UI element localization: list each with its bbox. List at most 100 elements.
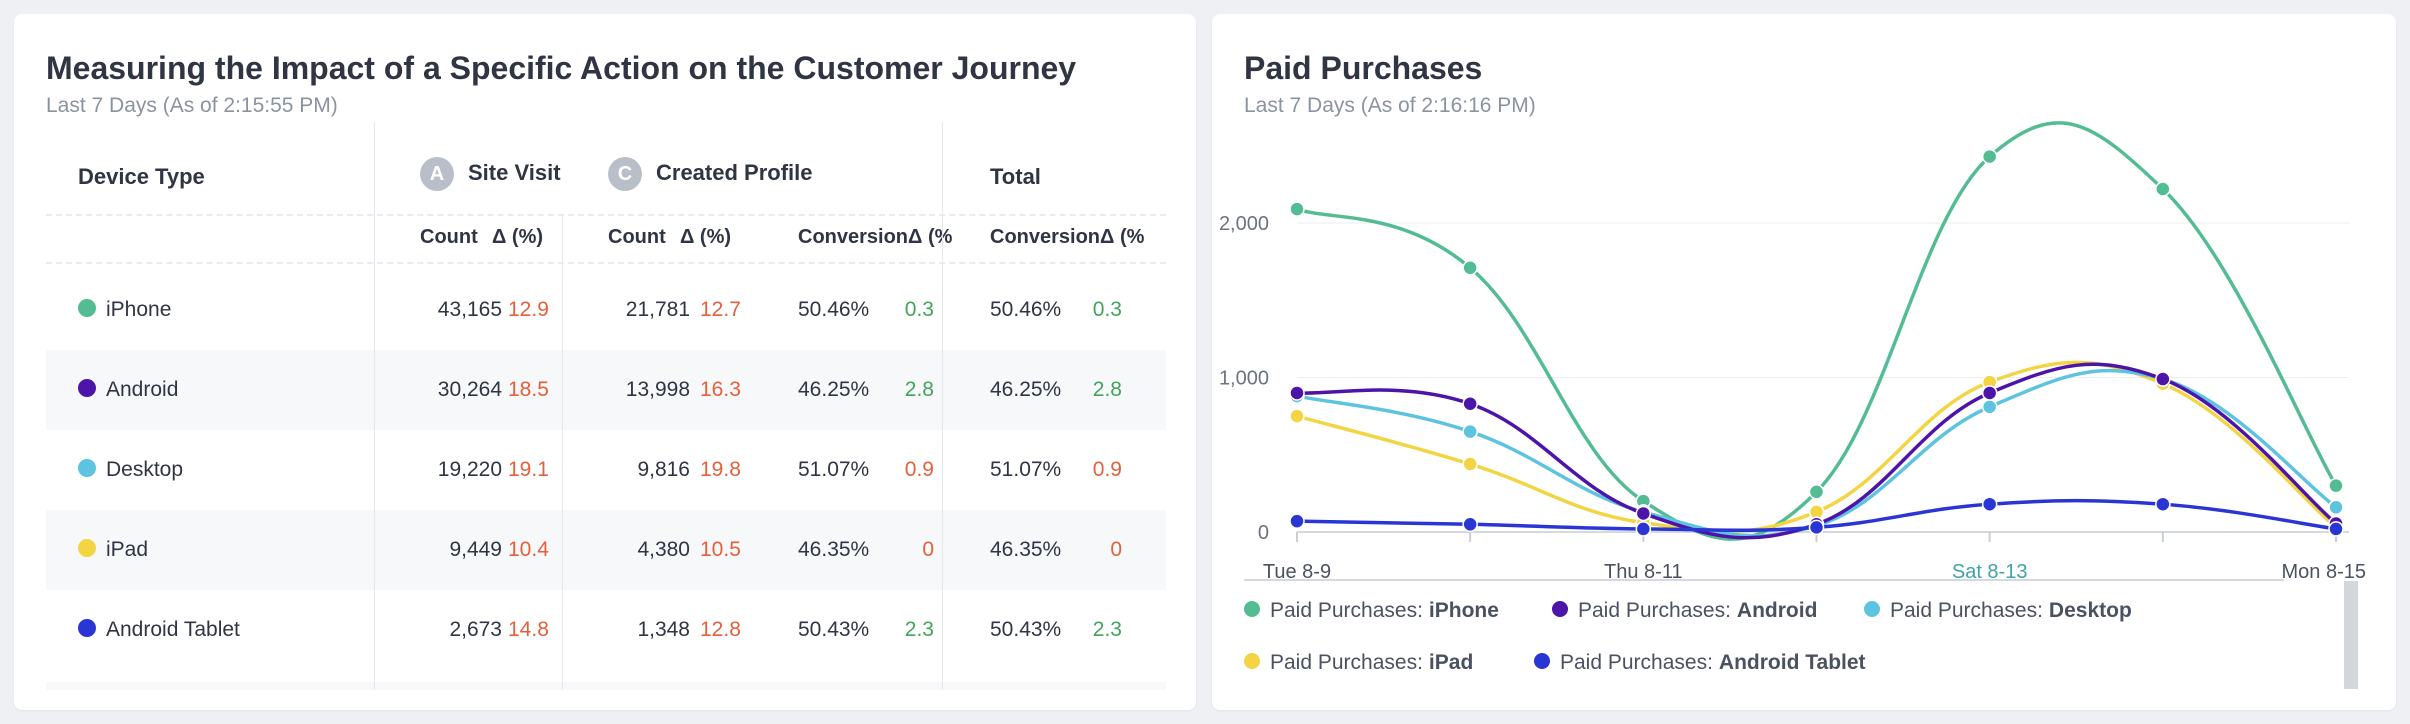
data-point-android[interactable] (1462, 396, 1478, 412)
device-cell: iPhone (78, 270, 358, 350)
paid-purchases-chart[interactable]: 0 1,000 2,000 Tue 8-9 Thu 8-11 Sat 8-13 Mon 8-… (1212, 14, 2396, 614)
legend-item[interactable]: Paid Purchases: Android Tablet (1534, 651, 1866, 675)
total-conversion-delta: 2.3 (1092, 618, 1122, 641)
subheader-cp-delta[interactable]: Δ (%) (680, 226, 732, 248)
data-point-ipad[interactable] (1289, 408, 1305, 424)
data-point-android[interactable] (1981, 385, 1998, 401)
legend-item[interactable]: Paid Purchases: iPhone (1244, 599, 1499, 623)
data-point-android-tablet[interactable] (2328, 521, 2344, 537)
device-name: iPad (106, 538, 149, 561)
table-row[interactable]: iPad 9,449 10.4 4,380 10.5 46.35% 0 46.35% 0 (46, 510, 1166, 590)
series-line-iphone[interactable] (1296, 121, 2338, 541)
total-conversion-delta: 0.9 (1092, 458, 1122, 481)
total-conversion-delta: 0 (1110, 538, 1122, 561)
x-tick-label: Sat 8-13 (1952, 561, 2028, 583)
legend-prefix: Paid Purchases: (1270, 599, 1423, 622)
legend-swatch (1534, 653, 1550, 670)
data-point-android[interactable] (1289, 385, 1305, 401)
device-color-dot (78, 539, 96, 558)
x-tick-label: Thu 8-11 (1604, 561, 1683, 583)
device-cell: iPad (78, 510, 358, 590)
legend-scrollbar[interactable] (2344, 581, 2358, 689)
data-point-android-tablet[interactable] (1635, 521, 1652, 537)
data-point-desktop[interactable] (1462, 423, 1478, 440)
data-point-ipad[interactable] (1462, 456, 1478, 472)
legend-item[interactable]: Paid Purchases: iPad (1244, 651, 1473, 675)
subheader-cp-conversion[interactable]: ConversionΔ (% (798, 226, 953, 248)
chart-card-title: Paid Purchases (1244, 50, 1483, 86)
site-visit-delta: 14.8 (508, 618, 549, 641)
table-row[interactable]: Android Tablet 2,673 14.8 1,348 12.8 50.43% 2.… (46, 590, 1166, 670)
created-profile-delta: 10.5 (700, 538, 741, 561)
legend-series-name: iPad (1428, 651, 1474, 674)
created-profile-conversion: 51.07% (798, 458, 870, 481)
legend-swatch (1864, 601, 1880, 618)
subheader-sv-delta[interactable]: Δ (%) (492, 226, 544, 248)
legend-swatch (1552, 601, 1568, 618)
table-row[interactable]: iPhone 43,165 12.9 21,781 12.7 50.46% 0.3 50.46… (46, 270, 1166, 350)
site-visit-delta: 12.9 (508, 298, 549, 321)
data-point-android-tablet[interactable] (1462, 516, 1478, 533)
created-profile-conversion-delta: 2.3 (904, 618, 934, 641)
created-profile-conversion-delta: 0.3 (904, 298, 934, 321)
created-profile-count: 21,781 (625, 298, 690, 321)
site-visit-count: 9,449 (449, 538, 502, 561)
created-profile-delta: 12.7 (700, 298, 741, 321)
data-point-iphone[interactable] (1808, 484, 1825, 500)
site-visit-step-badge: A (420, 157, 454, 191)
subheader-sv-count[interactable]: Count (420, 226, 478, 248)
data-point-android-tablet[interactable] (1289, 513, 1305, 529)
subheader-total-conversion[interactable]: ConversionΔ (% (990, 226, 1145, 248)
created-profile-conversion-delta: 0.9 (904, 458, 934, 481)
created-profile-delta: 12.8 (700, 618, 741, 641)
impact-table: Device Type A Site Visit C Created Profile… (46, 122, 1166, 690)
device-name: Desktop (106, 458, 184, 481)
legend-series-name: iPhone (1428, 599, 1499, 622)
data-point-android[interactable] (1635, 505, 1652, 522)
data-point-iphone[interactable] (1462, 260, 1478, 276)
site-visit-delta: 18.5 (508, 378, 549, 401)
column-divider (562, 214, 563, 690)
legend-item[interactable]: Paid Purchases: Desktop (1864, 599, 2132, 623)
device-cell: Desktop (78, 430, 358, 510)
header-device-type[interactable]: Device Type (78, 164, 205, 189)
data-point-iphone[interactable] (2328, 477, 2344, 494)
header-created-profile[interactable]: C Created Profile (608, 157, 813, 191)
total-conversion-delta: 2.8 (1092, 378, 1122, 401)
legend-item[interactable]: Paid Purchases: Android (1552, 599, 1817, 623)
table-row[interactable]: Desktop 19,220 19.1 9,816 19.8 51.07% 0.9 51.07… (46, 430, 1166, 510)
device-color-dot (78, 459, 96, 478)
table-bottom-strip (46, 682, 1166, 690)
column-divider (942, 122, 943, 690)
table-row[interactable]: Android 30,264 18.5 13,998 16.3 46.25% 2.8 46.2… (46, 350, 1166, 430)
data-point-android[interactable] (2155, 371, 2171, 387)
data-point-android-tablet[interactable] (2155, 496, 2171, 512)
data-point-android-tablet[interactable] (1981, 496, 1998, 512)
device-color-dot (78, 619, 96, 638)
subheader-cp-count[interactable]: Count (608, 226, 666, 248)
device-cell: Android (78, 350, 358, 430)
device-cell: Android Tablet (78, 590, 358, 670)
data-point-iphone[interactable] (2155, 181, 2171, 197)
table-card: Measuring the Impact of a Specific Actio… (14, 14, 1196, 710)
created-profile-step-badge: C (608, 157, 642, 191)
data-point-android-tablet[interactable] (1808, 519, 1825, 536)
legend-prefix: Paid Purchases: (1890, 599, 2043, 622)
site-visit-delta: 19.1 (508, 458, 549, 481)
site-visit-count: 43,165 (437, 298, 502, 321)
data-point-iphone[interactable] (1981, 148, 1998, 165)
x-tick-label: Mon 8-15 (2282, 561, 2367, 583)
device-color-dot (78, 379, 96, 398)
header-total[interactable]: Total (990, 164, 1041, 189)
total-conversion-delta: 0.3 (1092, 298, 1122, 321)
total-conversion: 46.25% (990, 378, 1062, 401)
legend-prefix: Paid Purchases: (1270, 651, 1423, 674)
site-visit-count: 19,220 (437, 458, 502, 481)
total-conversion: 46.35% (990, 538, 1062, 561)
total-conversion: 51.07% (990, 458, 1062, 481)
data-point-desktop[interactable] (1981, 399, 1998, 415)
legend-prefix: Paid Purchases: (1578, 599, 1731, 622)
data-point-desktop[interactable] (2328, 499, 2344, 516)
header-site-visit[interactable]: A Site Visit (420, 157, 561, 191)
data-point-iphone[interactable] (1289, 201, 1305, 217)
